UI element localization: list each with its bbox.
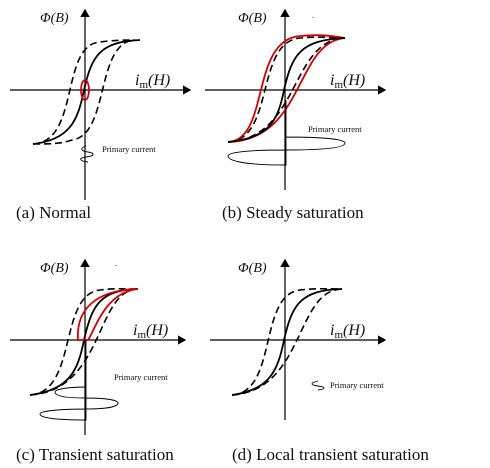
caption-a: (a) Normal xyxy=(16,203,91,222)
magnetization-curve xyxy=(227,37,346,143)
x-axis-label: im(H) xyxy=(133,322,168,341)
y-axis-label: Φ(B) xyxy=(40,11,69,26)
x-axis-label: im(H) xyxy=(330,72,365,91)
caption-c: (c) Transient saturation xyxy=(16,445,174,464)
caption-d: (d) Local transient saturation xyxy=(232,445,429,464)
primary-current-wave xyxy=(80,145,94,163)
primary-current-label: Primary current xyxy=(114,372,168,382)
panel-b: Φ(B) . im(H) Primary current (b) Steady … xyxy=(205,8,387,222)
caption-b: (b) Steady saturation xyxy=(222,203,364,222)
outer-loop-upper xyxy=(231,287,343,396)
transient-loop xyxy=(77,288,139,341)
x-axis-label: im(H) xyxy=(330,322,365,341)
primary-current-wave xyxy=(311,380,325,391)
primary-current-wave xyxy=(39,340,119,421)
primary-current-label: Primary current xyxy=(308,124,362,134)
magnetization-curve xyxy=(32,39,141,145)
outer-loop-lower xyxy=(231,288,343,396)
outer-loop-lower xyxy=(32,39,136,145)
y-axis-label: Φ(B) xyxy=(40,261,69,276)
dot-mark: . xyxy=(312,10,314,20)
outer-loop-upper xyxy=(29,287,139,396)
panel-c: Φ(B) . im(H) Primary current (c) Transie… xyxy=(10,258,187,464)
x-axis-label: im(H) xyxy=(135,72,170,91)
primary-current-label: Primary current xyxy=(102,144,156,154)
panel-a: Φ(B) im(H) Primary current (a) Normal xyxy=(10,8,192,222)
y-axis-label: Φ(B) xyxy=(238,261,267,276)
primary-current-wave xyxy=(227,100,346,166)
primary-current-label: Primary current xyxy=(330,380,384,390)
saturation-loop xyxy=(227,34,346,143)
y-axis-label: Φ(B) xyxy=(238,11,267,26)
outer-loop-upper xyxy=(32,39,136,145)
minor-loop xyxy=(80,79,90,101)
dot-mark: . xyxy=(115,258,117,268)
panel-d: Φ(B) im(H) Primary current (d) Local tra… xyxy=(210,258,429,464)
magnetization-curve xyxy=(231,288,343,396)
